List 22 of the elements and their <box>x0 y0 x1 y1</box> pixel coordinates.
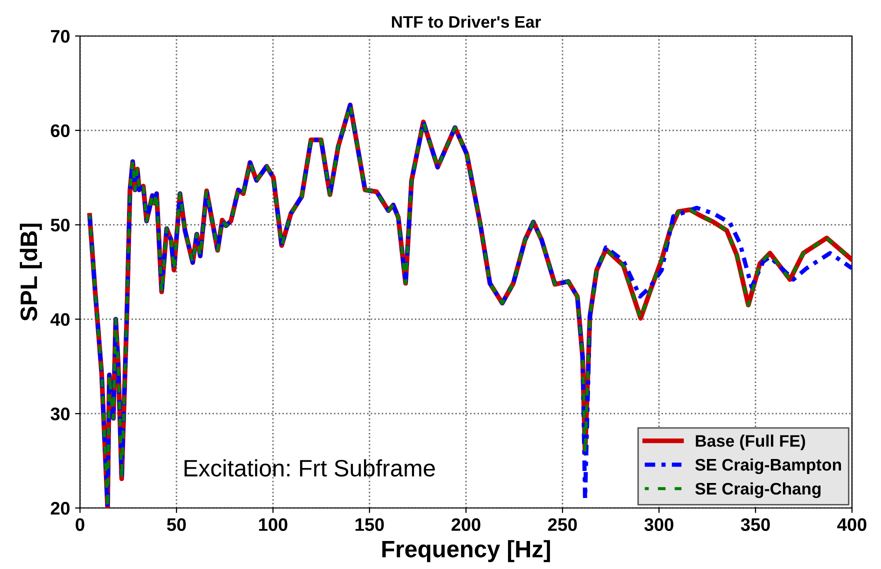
y-axis-title: SPL [dB] <box>20 224 42 321</box>
chart-title: NTF to Driver's Ear <box>392 16 541 28</box>
x-tick-label: 200 <box>452 518 480 531</box>
legend-label: SE Craig-Bampton <box>695 458 841 474</box>
x-tick-label: 400 <box>837 518 866 531</box>
x-tick-label: 300 <box>644 518 674 532</box>
x-tick-label: 250 <box>548 518 577 531</box>
legend-label: Base (Full FE) <box>696 434 806 450</box>
y-tick-label: 40 <box>50 313 70 326</box>
y-tick-label: 60 <box>50 124 70 138</box>
y-tick-label: 70 <box>50 30 70 43</box>
x-tick-label: 150 <box>356 518 384 531</box>
x-tick-label: 0 <box>76 518 84 531</box>
y-tick-label: 20 <box>50 502 70 515</box>
x-tick-label: 50 <box>167 518 186 531</box>
x-tick-label: 100 <box>259 518 288 531</box>
x-axis-title: Frequency [Hz] <box>382 540 550 562</box>
legend-label: SE Craig-Chang <box>695 482 821 498</box>
annotation: Excitation: Frt Subframe <box>184 459 435 477</box>
x-tick-label: 350 <box>740 518 770 532</box>
y-tick-label: 30 <box>50 408 70 420</box>
y-tick-label: 50 <box>50 218 70 232</box>
